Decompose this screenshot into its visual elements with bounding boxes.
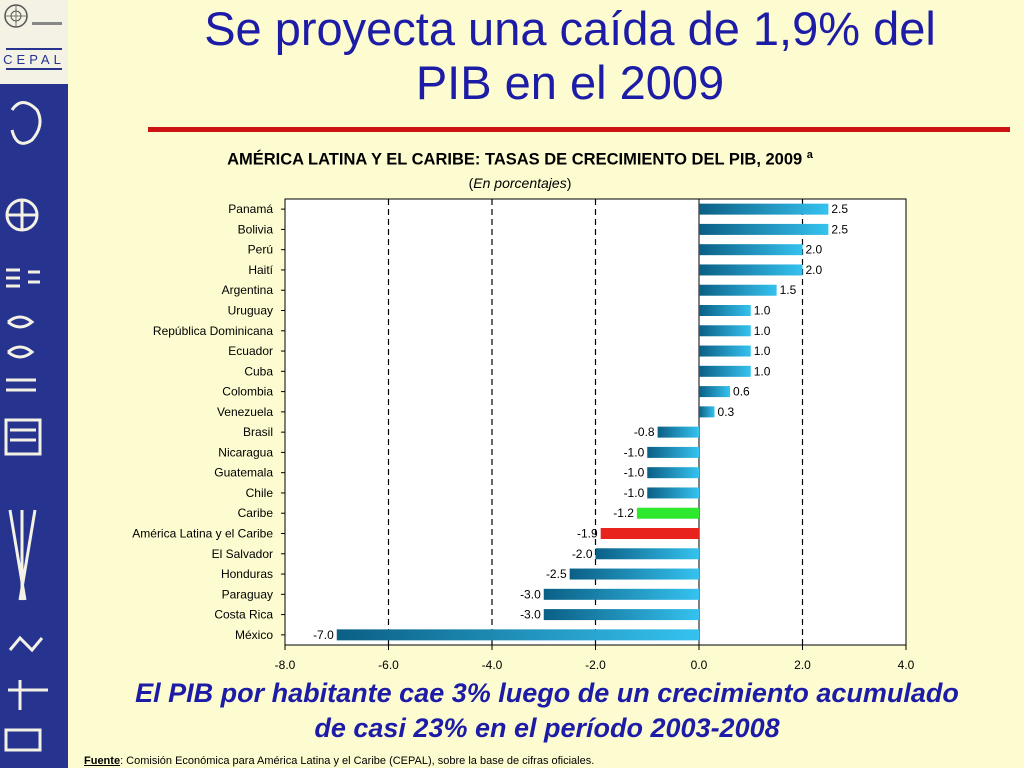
y-category-label: Bolivia xyxy=(238,222,274,236)
bar xyxy=(543,609,699,621)
cepal-logo: CEPAL xyxy=(0,0,68,84)
title-divider xyxy=(148,127,1010,132)
bar xyxy=(636,507,699,519)
x-tick-label: 0.0 xyxy=(691,658,708,672)
y-category-label: Caribe xyxy=(238,506,274,520)
y-category-label: Uruguay xyxy=(228,304,273,318)
slide-title-line-1: Se proyecta una caída de 1,9% del xyxy=(204,2,936,55)
y-category-label: Nicaragua xyxy=(218,445,273,459)
bar xyxy=(647,446,699,458)
y-category-label: Panamá xyxy=(228,202,273,216)
x-tick-label: 4.0 xyxy=(898,658,915,672)
bar xyxy=(699,386,731,398)
footer-line-1: El PIB por habitante cae 3% luego de un … xyxy=(135,678,959,708)
source-note: Fuente: Comisión Económica para América … xyxy=(84,755,594,767)
y-category-label: El Salvador xyxy=(212,547,273,561)
chart-title-text: AMÉRICA LATINA Y EL CARIBE: TASAS DE CRE… xyxy=(227,150,803,169)
y-category-label: Ecuador xyxy=(228,344,273,358)
data-label: -1.9 xyxy=(577,527,598,541)
data-label: -2.0 xyxy=(572,547,593,561)
source-text: : Comisión Económica para América Latina… xyxy=(120,755,595,767)
data-label: 1.5 xyxy=(780,283,797,297)
data-label: -0.8 xyxy=(634,425,655,439)
bar xyxy=(657,426,699,438)
y-category-label: Venezuela xyxy=(217,405,273,419)
data-label: -7.0 xyxy=(313,628,334,642)
y-category-label: Haití xyxy=(248,263,273,277)
svg-text:CEPAL: CEPAL xyxy=(3,52,65,67)
data-label: -1.0 xyxy=(624,466,645,480)
bar xyxy=(699,305,751,316)
data-label: 1.0 xyxy=(754,324,771,338)
x-tick-label: -6.0 xyxy=(378,658,399,672)
chart-subtitle: (En porcentajes) xyxy=(120,175,920,191)
data-label: -3.0 xyxy=(520,608,541,622)
y-category-label: Perú xyxy=(248,243,273,257)
y-category-label: Argentina xyxy=(222,283,274,297)
slide-title-line-2: PIB en el 2009 xyxy=(415,56,725,109)
x-tick-label: -2.0 xyxy=(585,658,606,672)
y-category-label: México xyxy=(235,628,273,642)
x-tick-label: -8.0 xyxy=(275,658,296,672)
data-label: 0.6 xyxy=(733,385,750,399)
x-tick-label: 2.0 xyxy=(794,658,811,672)
bar xyxy=(699,264,803,276)
data-label: 2.0 xyxy=(806,243,823,257)
data-label: -3.0 xyxy=(520,587,541,601)
data-label: 1.0 xyxy=(754,364,771,378)
data-label: 1.0 xyxy=(754,344,771,358)
data-label: 0.3 xyxy=(718,405,735,419)
bar xyxy=(699,365,751,377)
data-label: -1.0 xyxy=(624,445,645,459)
bar xyxy=(699,345,751,357)
y-category-label: Guatemala xyxy=(214,466,273,480)
sidebar-decoration: CEPAL xyxy=(0,0,68,768)
un-emblem-icon: CEPAL xyxy=(3,4,65,70)
bar xyxy=(600,528,699,539)
bar xyxy=(699,223,829,235)
data-label: -2.5 xyxy=(546,567,567,581)
bar xyxy=(595,548,699,560)
data-label: 2.5 xyxy=(831,202,848,216)
y-category-label: República Dominicana xyxy=(153,324,273,338)
bar xyxy=(699,325,751,337)
data-label: 2.0 xyxy=(806,263,823,277)
source-label: Fuente xyxy=(84,755,121,767)
y-category-label: Cuba xyxy=(244,364,273,378)
bar xyxy=(543,588,699,600)
indigenous-glyphs-icon xyxy=(4,101,48,752)
bar xyxy=(699,203,829,215)
x-tick-label: -4.0 xyxy=(482,658,503,672)
bar xyxy=(699,284,777,296)
subtitle-close: ) xyxy=(566,175,572,191)
footer-line-2: de casi 23% en el período 2003-2008 xyxy=(314,713,780,743)
y-category-label: Brasil xyxy=(243,425,273,439)
y-category-label: Chile xyxy=(246,486,274,500)
data-label: -1.0 xyxy=(624,486,645,500)
subtitle-open: ( xyxy=(468,175,474,191)
slide-title: Se proyecta una caída de 1,9% del PIB en… xyxy=(150,2,990,110)
y-category-label: América Latina y el Caribe xyxy=(132,527,273,541)
y-category-label: Costa Rica xyxy=(214,608,273,622)
chart-title: AMÉRICA LATINA Y EL CARIBE: TASAS DE CRE… xyxy=(120,149,920,170)
data-label: -1.2 xyxy=(613,506,634,520)
data-label: 2.5 xyxy=(831,222,848,236)
bar xyxy=(647,467,699,479)
y-category-label: Colombia xyxy=(222,385,273,399)
bar xyxy=(647,487,699,499)
footer-statement: El PIB por habitante cae 3% luego de un … xyxy=(70,676,1024,746)
chart-title-superscript: a xyxy=(806,149,813,161)
y-category-label: Honduras xyxy=(221,567,273,581)
bar xyxy=(569,568,699,580)
subtitle-italic: En porcentajes xyxy=(473,175,567,191)
bar xyxy=(336,629,699,641)
bar xyxy=(699,406,715,418)
y-category-label: Paraguay xyxy=(222,587,273,601)
data-label: 1.0 xyxy=(754,304,771,318)
bar xyxy=(699,244,803,256)
